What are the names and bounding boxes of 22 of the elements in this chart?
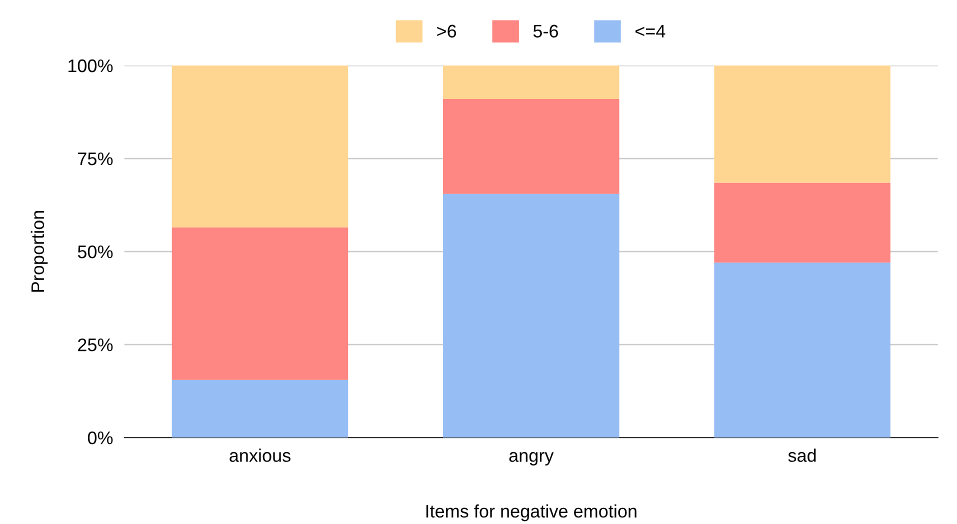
bar bbox=[172, 66, 348, 228]
bar bbox=[443, 194, 620, 438]
y-tick-label: 25% bbox=[78, 338, 113, 352]
bar bbox=[172, 227, 348, 380]
bar bbox=[443, 66, 620, 99]
legend-label: >6 bbox=[437, 24, 456, 38]
bar bbox=[714, 66, 890, 183]
x-tick-label: angry bbox=[509, 452, 554, 466]
legend-label: <=4 bbox=[635, 24, 666, 38]
bar bbox=[714, 182, 890, 263]
y-tick-label: 100% bbox=[68, 59, 113, 72]
x-tick-label: sad bbox=[788, 448, 816, 462]
bar bbox=[172, 380, 348, 438]
legend-label: 5-6 bbox=[533, 24, 558, 38]
y-tick-label: 0% bbox=[88, 431, 113, 444]
y-tick-label: 50% bbox=[78, 245, 113, 258]
y-tick-label: 75% bbox=[78, 152, 113, 166]
x-axis-title: Items for negative emotion bbox=[426, 504, 636, 522]
x-tick-label: anxious bbox=[230, 448, 290, 462]
bar bbox=[714, 262, 890, 438]
bar bbox=[443, 98, 620, 194]
y-axis-title: Proportion bbox=[30, 211, 48, 292]
